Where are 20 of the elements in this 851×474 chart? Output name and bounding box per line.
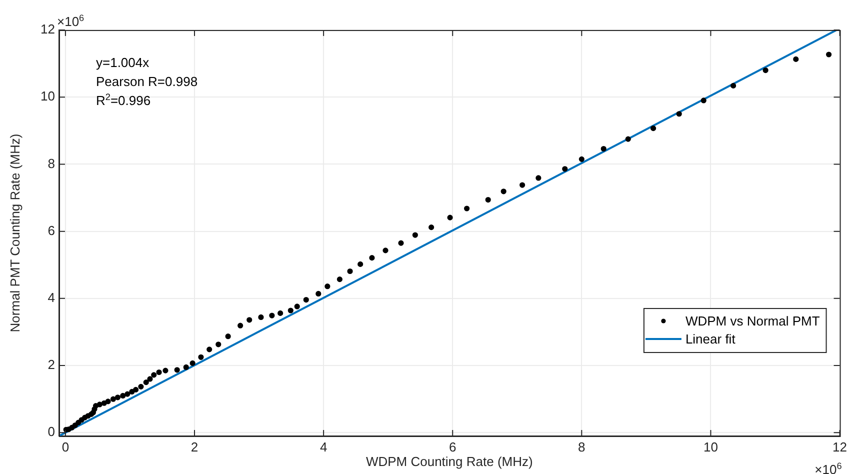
y-tick-label: 2 xyxy=(48,357,55,372)
x-tick-label: 8 xyxy=(578,439,586,454)
legend-label: WDPM vs Normal PMT xyxy=(685,314,820,329)
annotation: Pearson R=0.998 xyxy=(96,74,198,89)
x-tick-label: 4 xyxy=(320,439,328,454)
x-tick-label: 12 xyxy=(832,439,848,454)
x-axis-title: WDPM Counting Rate (MHz) xyxy=(366,454,533,469)
y-axis-title: Normal PMT Counting Rate (MHz) xyxy=(7,134,22,332)
y-tick-label: 8 xyxy=(48,156,55,171)
legend-label: Linear fit xyxy=(685,332,736,347)
y-tick-label: 12 xyxy=(40,22,55,37)
y-tick-label: 10 xyxy=(40,88,55,104)
y-tick-label: 6 xyxy=(48,222,55,238)
annotation: y=1.004x xyxy=(96,55,150,70)
x-tick-label: 6 xyxy=(448,439,456,454)
y-tick-label: 4 xyxy=(48,290,55,306)
x-tick-label: 0 xyxy=(62,439,70,454)
x-tick-label: 10 xyxy=(703,439,718,454)
y-tick-label: 0 xyxy=(48,424,55,440)
x-tick-label: 2 xyxy=(190,439,198,454)
